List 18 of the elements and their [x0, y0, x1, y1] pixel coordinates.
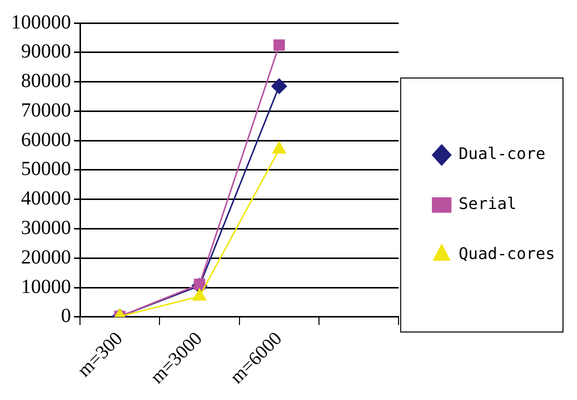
y-tick-label: 50000 [21, 158, 71, 180]
y-tick-label: 80000 [21, 70, 71, 92]
y-tick-label: 60000 [21, 128, 71, 151]
legend-label: Serial [458, 194, 516, 214]
y-tick-label: 20000 [21, 246, 71, 268]
y-tick-label: 40000 [21, 188, 71, 210]
y-tick-label: 70000 [21, 99, 71, 122]
y-tick-label: 30000 [21, 217, 71, 240]
point [192, 288, 206, 301]
point [271, 78, 287, 94]
y-tick-label: 10000 [21, 276, 71, 298]
point [272, 142, 286, 154]
y-tick-label: 100000 [11, 11, 71, 34]
legend-label: Quad-cores [458, 244, 555, 264]
point [273, 39, 285, 51]
y-tick-label: 0 [61, 305, 71, 328]
y-tick-label: 90000 [21, 40, 71, 63]
legend-label: Dual-core [458, 144, 546, 164]
